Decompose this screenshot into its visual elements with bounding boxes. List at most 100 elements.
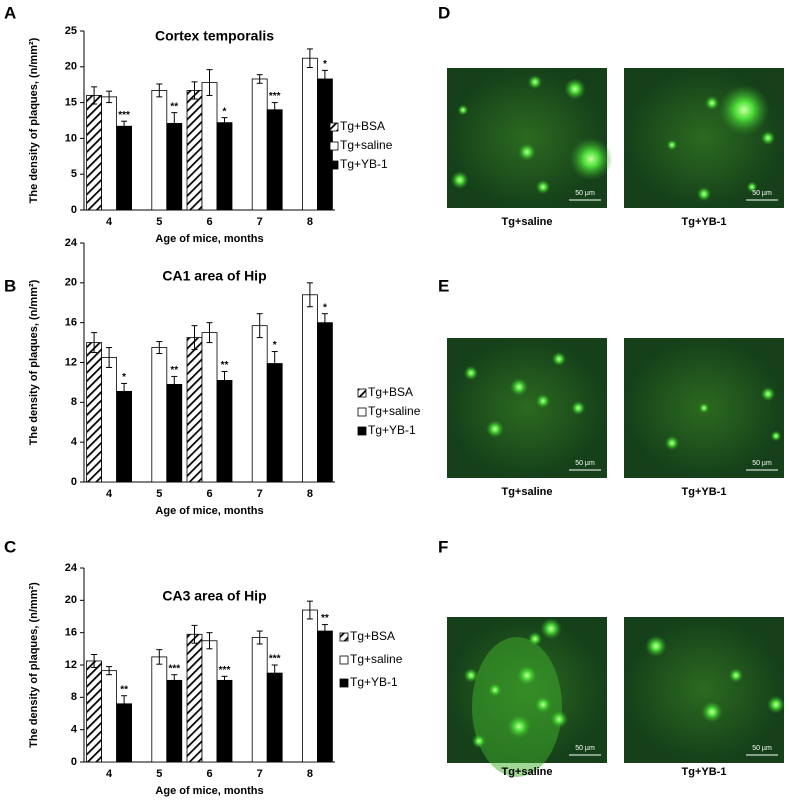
bar xyxy=(101,670,117,763)
significance-label: ** xyxy=(321,613,329,624)
y-tick-label: 25 xyxy=(65,25,77,37)
bar xyxy=(166,679,183,763)
plaque xyxy=(516,664,538,687)
significance-label: *** xyxy=(269,91,281,102)
bar xyxy=(151,90,168,211)
chart-title: CA3 area of Hip xyxy=(162,588,266,604)
x-axis-label: Age of mice, months xyxy=(155,785,263,797)
panel-letter: E xyxy=(438,276,449,295)
x-axis-label: Age of mice, months xyxy=(155,233,263,245)
bar xyxy=(101,357,117,483)
y-axis-label: The density of plaques, (n/mm²) xyxy=(28,582,40,748)
legend-swatch xyxy=(329,160,339,170)
bar xyxy=(186,90,203,211)
bar xyxy=(301,57,318,211)
plaque xyxy=(569,137,613,181)
plaque xyxy=(463,365,479,381)
plaque xyxy=(450,171,469,189)
legend-swatch xyxy=(329,122,339,132)
significance-label: * xyxy=(323,302,327,313)
plaque xyxy=(527,74,543,90)
legend-label: Tg+YB-1 xyxy=(350,675,398,689)
bar xyxy=(216,122,233,211)
y-tick-label: 24 xyxy=(65,237,78,249)
bar xyxy=(151,347,168,483)
x-tick-label: 5 xyxy=(156,768,162,780)
significance-label: ** xyxy=(170,365,178,376)
x-tick-label: 7 xyxy=(257,488,263,500)
y-tick-label: 12 xyxy=(65,659,77,671)
bar xyxy=(316,630,333,763)
plaque xyxy=(540,617,562,640)
significance-label: ** xyxy=(120,684,128,695)
plaque xyxy=(767,695,785,714)
y-tick-label: 8 xyxy=(71,396,77,408)
y-tick-label: 15 xyxy=(65,97,77,109)
bar xyxy=(216,679,233,763)
y-tick-label: 20 xyxy=(65,277,77,289)
plaque xyxy=(701,701,723,723)
legend-swatch xyxy=(339,655,349,665)
x-tick-label: 6 xyxy=(206,768,212,780)
tissue-glow xyxy=(472,637,562,777)
plaque xyxy=(535,393,551,409)
y-tick-label: 0 xyxy=(71,476,77,488)
plaque xyxy=(457,104,469,116)
plaque xyxy=(718,84,770,136)
bar xyxy=(151,656,168,763)
y-tick-label: 20 xyxy=(65,594,77,606)
bar xyxy=(251,325,268,483)
bar xyxy=(201,82,218,211)
plaque xyxy=(487,682,503,698)
bar xyxy=(186,337,203,483)
x-tick-label: 4 xyxy=(106,488,113,500)
significance-label: * xyxy=(323,59,327,70)
image-caption: Tg+YB-1 xyxy=(682,766,727,778)
bar xyxy=(116,125,132,211)
legend-swatch xyxy=(329,141,339,151)
y-tick-label: 20 xyxy=(65,61,77,73)
legend-label: Tg+BSA xyxy=(350,629,395,643)
bar xyxy=(301,294,318,483)
plaque xyxy=(746,181,758,193)
bar xyxy=(316,322,333,483)
significance-label: * xyxy=(122,372,126,383)
significance-label: ** xyxy=(170,101,178,112)
scale-label: 50 µm xyxy=(752,745,772,752)
plaque xyxy=(551,351,567,367)
plaque xyxy=(463,668,479,683)
bar xyxy=(216,380,233,483)
y-tick-label: 24 xyxy=(65,562,78,574)
bar xyxy=(166,122,183,211)
bar xyxy=(116,390,132,483)
legend-swatch xyxy=(339,632,349,642)
legend-label: Tg+YB-1 xyxy=(368,423,416,437)
significance-label: *** xyxy=(269,654,281,665)
plaque xyxy=(698,402,710,414)
plaque xyxy=(704,95,720,111)
significance-label: * xyxy=(273,340,277,351)
plaque xyxy=(534,695,552,714)
y-tick-label: 0 xyxy=(71,204,77,216)
y-tick-label: 0 xyxy=(71,756,77,768)
bar xyxy=(86,342,102,483)
plaque xyxy=(760,130,776,146)
y-tick-label: 10 xyxy=(65,132,77,144)
plaque xyxy=(535,179,551,195)
y-tick-label: 8 xyxy=(71,691,77,703)
plaque xyxy=(486,420,504,438)
bar xyxy=(201,640,218,763)
y-tick-label: 4 xyxy=(71,436,78,448)
image-caption: Tg+YB-1 xyxy=(682,216,727,228)
x-axis-label: Age of mice, months xyxy=(155,505,263,517)
x-tick-label: 8 xyxy=(307,216,313,228)
plaque xyxy=(664,435,680,451)
y-tick-label: 5 xyxy=(71,168,77,180)
significance-label: ** xyxy=(221,360,229,371)
plaque xyxy=(728,668,744,683)
legend-label: Tg+saline xyxy=(350,652,403,666)
scale-label: 50 µm xyxy=(752,460,772,467)
x-tick-label: 8 xyxy=(307,488,313,500)
y-tick-label: 16 xyxy=(65,317,77,329)
bar xyxy=(166,384,183,483)
